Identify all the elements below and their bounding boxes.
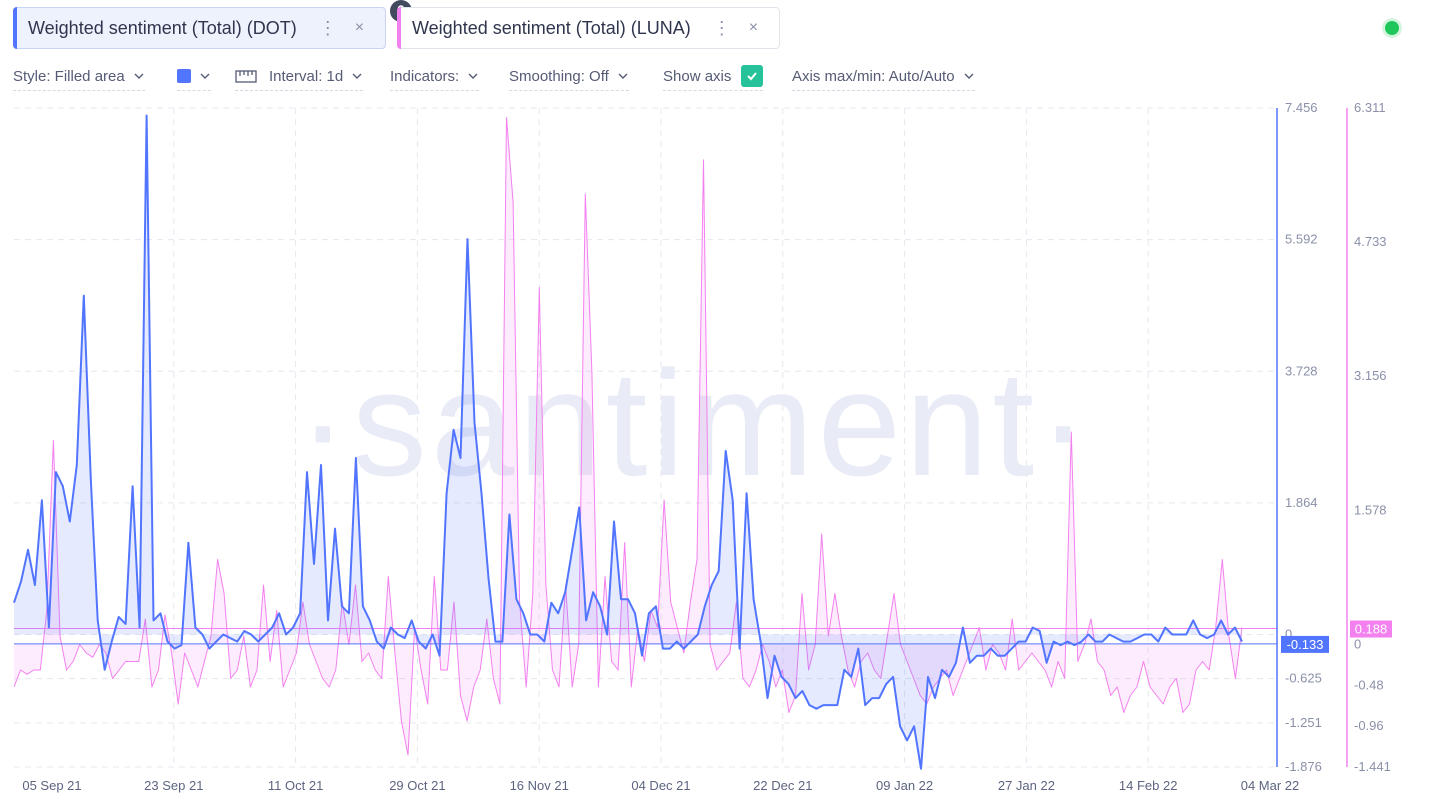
chart-grid xyxy=(14,107,1277,768)
current-value-label-luna: 0.188 xyxy=(1355,622,1388,637)
sentiment-chart[interactable]: ·santiment· 7.456 5.592 3.728 1.864 0 -0.625 -… xyxy=(0,95,1430,806)
interval-label: Interval: 1d xyxy=(269,67,344,85)
right-axis-tick-label: -0.48 xyxy=(1354,677,1384,692)
santiment-watermark: ·santiment· xyxy=(298,339,1092,507)
status-indicator xyxy=(1385,21,1399,35)
x-tick-label: 16 Nov 21 xyxy=(510,778,569,793)
right-axis-tick-label: 6.311 xyxy=(1354,100,1386,115)
x-tick-label: 04 Mar 22 xyxy=(1241,778,1300,793)
series-areas xyxy=(13,114,1277,770)
right-axis-tick-label: 3.156 xyxy=(1354,368,1387,383)
current-value-badge-dot xyxy=(1281,635,1329,653)
x-axis-ticks: 05 Sep 21 23 Sep 21 11 Oct 21 29 Oct 21 16 N… xyxy=(22,778,1299,793)
axis-minmax-label: Axis max/min: Auto/Auto xyxy=(792,67,955,85)
x-tick-label: 04 Dec 21 xyxy=(631,778,690,793)
ruler-icon xyxy=(235,70,257,83)
style-dropdown[interactable]: Style: Filled area xyxy=(13,62,145,91)
chevron-down-icon xyxy=(964,73,974,79)
left-axis-tick-label: 1.864 xyxy=(1285,495,1318,510)
axis-minmax-dropdown[interactable]: Axis max/min: Auto/Auto xyxy=(792,62,975,91)
chevron-down-icon xyxy=(200,73,210,79)
tab-label: Weighted sentiment (Total) (DOT) xyxy=(28,17,297,38)
right-axis-tick-label: -1.441 xyxy=(1354,759,1391,774)
right-axis-tick-label: 1.578 xyxy=(1354,502,1387,517)
chart-toolbar: Style: Filled area Interval: 1d Indicato… xyxy=(13,62,1430,92)
left-axis-tick-label: -1.251 xyxy=(1285,715,1322,730)
indicators-dropdown[interactable]: Indicators: xyxy=(390,62,480,91)
more-menu-icon[interactable]: ⋮ xyxy=(712,17,731,38)
x-tick-label: 27 Jan 22 xyxy=(998,778,1055,793)
left-axis-tick-label: 5.592 xyxy=(1285,232,1318,247)
left-axis-tick-label: 7.456 xyxy=(1285,100,1318,115)
right-axis-tick-label: 4.733 xyxy=(1354,234,1387,249)
x-tick-label: 14 Feb 22 xyxy=(1119,778,1178,793)
series-area-fill xyxy=(14,117,1242,755)
show-axis-label: Show axis xyxy=(663,67,732,85)
more-menu-icon[interactable]: ⋮ xyxy=(318,17,337,38)
left-axis-tick-label: -0.625 xyxy=(1285,671,1322,686)
smoothing-label: Smoothing: Off xyxy=(509,67,609,85)
tab-color-bar xyxy=(13,7,17,49)
series-line xyxy=(13,114,1243,770)
x-tick-label: 05 Sep 21 xyxy=(22,778,81,793)
tab-dot-sentiment[interactable]: Weighted sentiment (Total) (DOT) ⋮ × xyxy=(13,7,386,49)
smoothing-dropdown[interactable]: Smoothing: Off xyxy=(509,62,629,91)
show-axis-toggle[interactable]: Show axis xyxy=(663,62,764,91)
chevron-down-icon xyxy=(468,73,478,79)
close-icon[interactable]: × xyxy=(354,19,365,36)
indicators-label: Indicators: xyxy=(390,67,460,85)
x-tick-label: 09 Jan 22 xyxy=(876,778,933,793)
x-tick-label: 29 Oct 21 xyxy=(389,778,445,793)
tab-label: Weighted sentiment (Total) (LUNA) xyxy=(412,17,691,38)
left-axis-tick-label: 3.728 xyxy=(1285,363,1318,378)
color-picker[interactable] xyxy=(177,62,211,91)
check-icon xyxy=(747,72,758,81)
chevron-down-icon xyxy=(352,73,362,79)
right-axis-tick-label: 0 xyxy=(1354,637,1361,652)
x-tick-label: 11 Oct 21 xyxy=(268,778,323,793)
left-axis-tick-label: 0 xyxy=(1285,627,1292,642)
chevron-down-icon xyxy=(134,73,144,79)
right-axis-tick-label: -0.96 xyxy=(1354,718,1384,733)
current-value-badge-luna xyxy=(1350,620,1392,638)
chart-axes: 7.456 5.592 3.728 1.864 0 -0.625 -1.251 -1.876 6… xyxy=(1276,100,1392,774)
color-swatch xyxy=(177,69,191,83)
tab-luna-sentiment[interactable]: Weighted sentiment (Total) (LUNA) ⋮ × xyxy=(397,7,780,49)
interval-dropdown[interactable]: Interval: 1d xyxy=(235,62,364,91)
left-axis-tick-label: -1.876 xyxy=(1285,759,1322,774)
show-axis-checkbox[interactable] xyxy=(741,65,764,87)
x-tick-label: 22 Dec 21 xyxy=(753,778,812,793)
chevron-down-icon xyxy=(618,73,628,79)
series-area-fill xyxy=(14,115,1242,769)
tab-color-bar xyxy=(397,7,401,49)
x-tick-label: 23 Sep 21 xyxy=(144,778,203,793)
close-icon[interactable]: × xyxy=(748,19,759,36)
current-value-label-dot: -0.133 xyxy=(1287,637,1324,652)
series-line xyxy=(13,116,1243,756)
style-label: Style: Filled area xyxy=(13,67,125,85)
